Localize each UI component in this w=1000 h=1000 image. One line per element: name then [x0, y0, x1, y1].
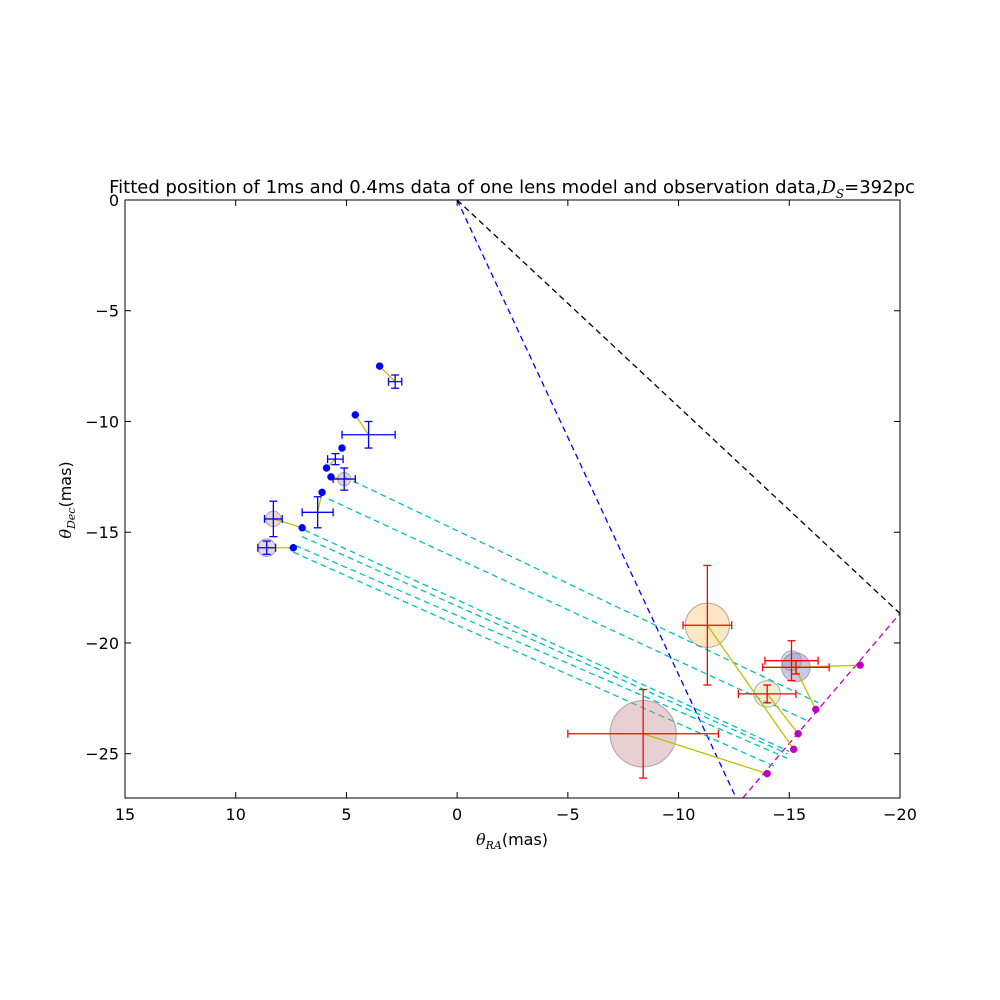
chart-title-text: Fitted position of 1ms and 0.4ms data of…	[109, 177, 821, 198]
fit-blue-point-2	[338, 444, 346, 452]
magenta-lens-line	[742, 613, 900, 798]
x-axis-label-sub: RA	[485, 839, 502, 852]
fit-magenta-point-2	[794, 730, 802, 738]
y-axis-label-unit: (mas)	[56, 461, 75, 507]
fit-blue-point-1	[351, 411, 360, 419]
plot-frame	[124, 199, 901, 799]
connector-line-10	[706, 624, 795, 750]
chart-title-suffix: =392pc	[844, 177, 915, 198]
connector-line-9	[766, 693, 799, 735]
errorbar-blue-3	[332, 467, 356, 491]
cyan-dashed-line-5	[293, 551, 777, 768]
errorbar-red-7	[682, 564, 733, 686]
fit-blue-point-5	[318, 488, 326, 497]
y-axis-label-math: θ	[56, 529, 75, 539]
errorbar-red-8	[764, 640, 819, 682]
chart-title-math: D	[820, 177, 836, 198]
black-line	[456, 200, 900, 614]
connector-line-1	[354, 414, 370, 436]
x-axis-label: θRA(mas)	[476, 830, 548, 852]
cyan-dashed-line-3	[301, 536, 788, 755]
x-tick-label: −10	[662, 805, 696, 824]
errorbar-blue-1	[341, 420, 396, 449]
errorbar-blue-6	[257, 540, 277, 556]
connector-line-5	[273, 518, 303, 529]
connector-line-11	[642, 733, 768, 775]
axis-ticks: 15 10 5 0 −5 −10 −15 −20 0 −5 −10 −15 −20 −25	[85, 191, 917, 824]
cyan-dashed-line-2	[304, 529, 790, 753]
x-tick-label: 10	[226, 805, 246, 824]
fit-magenta-point-4	[763, 769, 771, 778]
errorbar-blue-0	[387, 374, 403, 389]
fit-blue-point-4	[327, 473, 335, 481]
cyan-dashed-line-4	[295, 544, 788, 759]
fit-magenta-point-0	[856, 661, 864, 669]
x-axis-label-unit: (mas)	[502, 830, 548, 849]
errorbar-blue-5	[263, 500, 283, 538]
plot-data-layer	[257, 200, 900, 798]
y-tick-label: −25	[85, 745, 119, 764]
x-tick-label: 0	[452, 805, 462, 824]
chart-title-math-sub: S	[836, 187, 844, 201]
x-tick-label: −20	[883, 805, 917, 824]
x-tick-label: −5	[556, 805, 580, 824]
fit-blue-point-7	[289, 543, 298, 552]
y-tick-label: −5	[95, 302, 119, 321]
y-axis-label-sub: Dec	[65, 508, 78, 531]
cyan-dashed-line-1	[328, 498, 808, 722]
y-tick-label: −20	[85, 634, 119, 653]
errorbar-red-11	[567, 688, 720, 779]
x-tick-label: −15	[772, 805, 806, 824]
y-tick-label: 0	[109, 191, 119, 210]
y-tick-label: −10	[85, 412, 119, 431]
x-tick-label: 15	[115, 805, 135, 824]
errorbar-red-10	[737, 684, 797, 704]
errorbar-blue-2	[326, 452, 344, 466]
fit-blue-point-0	[375, 362, 384, 370]
y-axis-label: θDec(mas)	[56, 461, 78, 538]
errorbar-blue-4	[301, 496, 334, 529]
x-tick-label: 5	[341, 805, 351, 824]
blue-lens-line	[456, 200, 737, 798]
y-tick-label: −15	[85, 523, 119, 542]
fit-magenta-point-3	[789, 745, 798, 754]
fit-blue-point-3	[322, 464, 331, 472]
fit-blue-point-6	[298, 524, 306, 532]
fit-magenta-point-1	[812, 705, 820, 714]
chart-title: Fitted position of 1ms and 0.4ms data of…	[109, 177, 915, 201]
errorbar-red-9	[762, 660, 830, 675]
x-axis-label-math: θ	[476, 830, 486, 849]
cyan-dashed-line-0	[343, 476, 819, 704]
